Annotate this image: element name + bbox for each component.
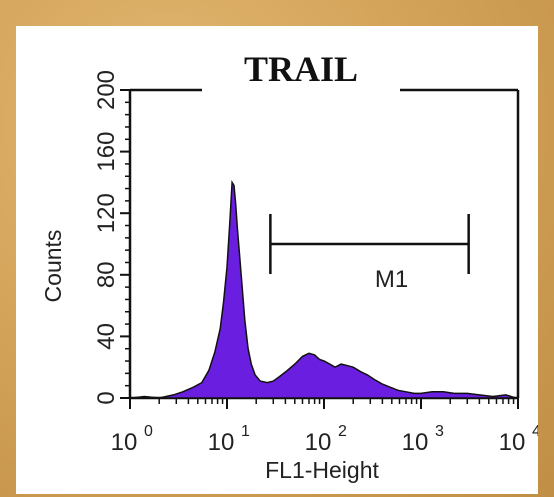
x-tick-exponent: 0 (144, 423, 153, 440)
histogram-area (132, 179, 517, 399)
x-tick-exponent: 3 (435, 423, 444, 440)
y-tick-label: 200 (93, 70, 120, 110)
y-tick-label: 120 (93, 193, 120, 233)
x-tick-exponent: 1 (241, 423, 250, 440)
x-tick-exponent: 2 (338, 423, 347, 440)
x-tick-label: 10 (305, 429, 332, 456)
chart-panel: TRAIL Counts FL1-Height 0 40 80 120 160 200 1… (16, 26, 538, 494)
x-axis-label: FL1-Height (265, 457, 379, 483)
x-tick-label: 10 (402, 429, 429, 456)
y-tick-label: 0 (93, 391, 120, 404)
y-axis-label: Counts (40, 230, 66, 303)
chart-title: TRAIL (244, 49, 358, 89)
x-tick-exponent: 4 (532, 423, 538, 440)
y-tick-label: 160 (93, 132, 120, 172)
y-tick-label: 80 (93, 261, 120, 288)
marker-label: M1 (375, 266, 408, 293)
y-tick-label: 40 (93, 323, 120, 350)
x-tick-label: 10 (111, 429, 138, 456)
x-tick-label: 10 (208, 429, 235, 456)
x-tick-label: 10 (499, 429, 526, 456)
